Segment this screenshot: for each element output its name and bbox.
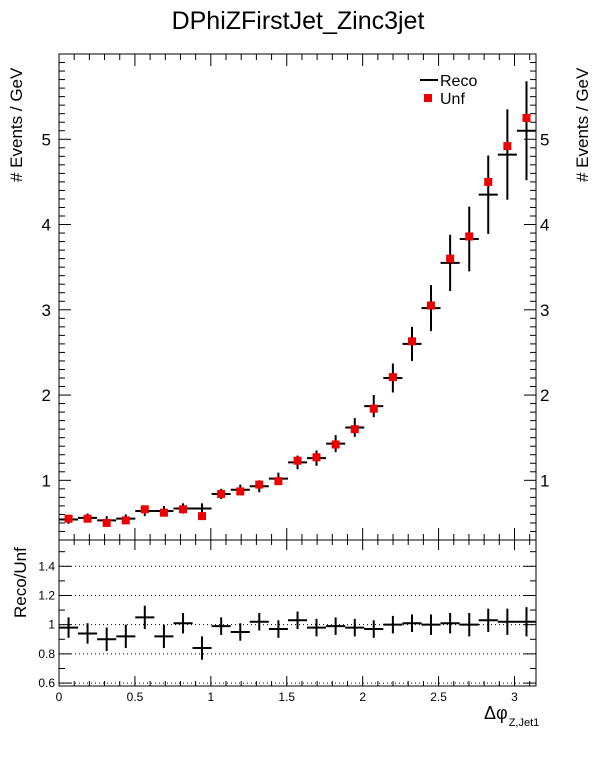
unf-marker xyxy=(465,232,474,241)
main-plot-marks xyxy=(59,81,537,527)
unf-marker xyxy=(408,337,417,346)
main-axis-ticks: 1 1 2 2 3 3 4 4 5 5 xyxy=(42,54,549,540)
ratio-plot-marks xyxy=(59,605,537,660)
ratio-ylabel: Reco/Unf xyxy=(11,547,30,618)
main-y-tick-label-left: 1 xyxy=(42,471,51,490)
ratio-x-tick-label: 0.5 xyxy=(127,690,144,704)
unf-marker xyxy=(140,505,149,514)
legend-box xyxy=(416,66,488,110)
unf-marker xyxy=(236,487,245,496)
main-y-tick-label-right: 2 xyxy=(540,386,549,405)
main-ylabel-right: # Events / GeV xyxy=(573,67,592,182)
ratio-y-tick-label: 1.4 xyxy=(38,559,55,573)
main-y-tick-label-right: 4 xyxy=(540,216,549,235)
unf-marker xyxy=(503,142,512,151)
main-y-tick-label-left: 2 xyxy=(42,386,51,405)
unf-marker xyxy=(255,480,264,489)
ratio-xlabel: ΔφZ,Jet1 xyxy=(484,703,539,729)
ratio-y-tick-label: 1 xyxy=(48,618,55,632)
unf-marker xyxy=(312,453,321,462)
unf-marker xyxy=(522,113,531,122)
legend-reco-label: Reco xyxy=(440,73,477,90)
unf-marker xyxy=(83,514,92,523)
unf-marker xyxy=(350,425,359,434)
ratio-y-tick-label: 0.6 xyxy=(38,676,55,690)
unf-marker xyxy=(217,489,226,498)
unf-marker xyxy=(64,514,73,523)
unf-marker xyxy=(331,440,340,449)
main-y-tick-label-right: 3 xyxy=(540,301,549,320)
unf-marker xyxy=(159,508,168,517)
ratio-xlabel-main: Δφ xyxy=(484,703,508,723)
ratio-x-tick-label: 2 xyxy=(359,690,366,704)
ratio-x-tick-label: 2.5 xyxy=(430,690,447,704)
unf-marker xyxy=(274,477,283,486)
unf-marker xyxy=(102,518,111,527)
main-y-tick-label-left: 4 xyxy=(42,216,51,235)
unf-marker xyxy=(484,177,493,186)
chart-title: DPhiZFirstJet_Zinc3jet xyxy=(172,7,425,35)
unf-marker xyxy=(369,404,378,413)
ratio-x-tick-label: 1 xyxy=(207,690,214,704)
unf-marker xyxy=(426,301,435,310)
main-y-tick-label-right: 5 xyxy=(540,130,549,149)
main-ylabel-left: # Events / GeV xyxy=(7,67,26,182)
ratio-plot-frame xyxy=(58,539,537,687)
main-y-tick-label-left: 3 xyxy=(42,301,51,320)
ratio-x-tick-label: 0 xyxy=(56,690,63,704)
ratio-y-tick-label: 1.2 xyxy=(38,588,55,602)
unf-marker xyxy=(293,456,302,465)
unf-marker xyxy=(121,516,130,525)
ratio-x-tick-label: 1.5 xyxy=(278,690,295,704)
ratio-x-tick-label: 3 xyxy=(511,690,518,704)
unf-marker xyxy=(198,512,207,521)
unf-marker xyxy=(179,505,188,514)
main-y-tick-label-left: 5 xyxy=(42,130,51,149)
ratio-axis-ticks: 0.6 0.8 1 1.2 1.4 0 0.5 1 1.5 2 2.5 3 xyxy=(38,540,536,704)
legend-unf-label: Unf xyxy=(440,91,465,108)
ratio-y-tick-label: 0.8 xyxy=(38,647,55,661)
unf-marker xyxy=(388,373,397,382)
unf-marker xyxy=(446,254,455,263)
main-y-tick-label-right: 1 xyxy=(540,471,549,490)
legend-unf-marker xyxy=(424,94,432,102)
ratio-xlabel-subscript: Z,Jet1 xyxy=(509,717,540,729)
